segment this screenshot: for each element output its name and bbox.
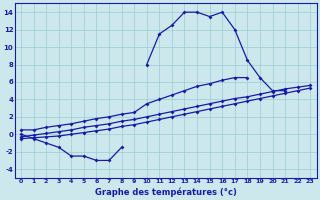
X-axis label: Graphe des températures (°c): Graphe des températures (°c) bbox=[95, 187, 236, 197]
